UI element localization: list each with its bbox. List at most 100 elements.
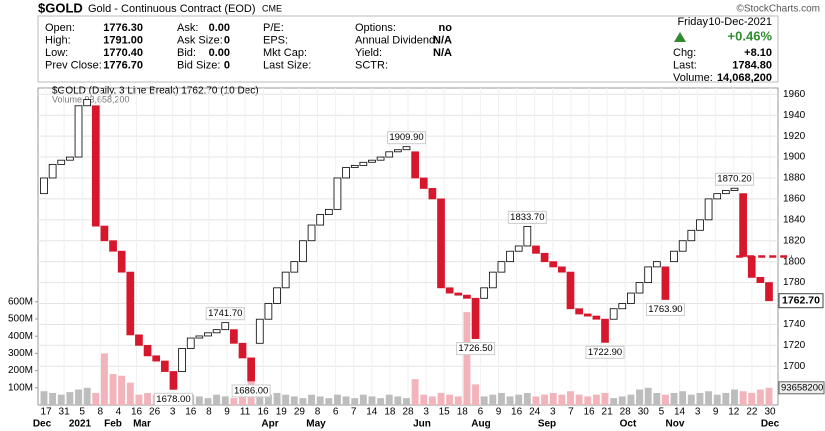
- volume-bar: [75, 389, 82, 405]
- x-tick-label: 30: [638, 407, 650, 418]
- volume-bar: [334, 394, 341, 405]
- brick: [100, 225, 109, 242]
- brick: [678, 240, 687, 252]
- x-tick-label: 28: [402, 407, 414, 418]
- volume-bar: [627, 394, 635, 405]
- brick: [696, 219, 704, 231]
- x-tick-label: 6: [478, 407, 484, 418]
- volume-bar: [213, 394, 221, 405]
- quote-label: Last Size:: [263, 59, 311, 71]
- quote-box: [37, 15, 779, 83]
- annotation: 1678.00: [156, 394, 190, 405]
- volume-bar: [368, 396, 376, 405]
- brick: [644, 266, 653, 283]
- quote-value: +8.10: [744, 47, 772, 59]
- quote-label: High:: [45, 34, 71, 46]
- brick: [609, 308, 618, 320]
- volume-bar: [135, 394, 143, 405]
- y-tick-label: 1940: [783, 110, 806, 121]
- volume-bar: [126, 382, 134, 405]
- quote-label: SCTR:: [355, 59, 388, 71]
- exchange: CME: [262, 3, 282, 13]
- x-tick-label: 28: [620, 407, 632, 418]
- volume-bar: [100, 353, 108, 405]
- x-tick-label: 3: [170, 407, 176, 418]
- volume-bar: [731, 389, 738, 405]
- legend: $GOLD (Daily, 3 Line Break) 1762.70 (10 …: [52, 86, 259, 97]
- x-tick-label: 14: [674, 407, 686, 418]
- brick: [730, 187, 739, 191]
- brick: [627, 292, 635, 304]
- brick: [109, 240, 117, 252]
- volume-bar: [264, 394, 272, 405]
- last-price: 1762.70: [782, 294, 820, 306]
- volume-bar: [739, 391, 747, 405]
- volume-tick-label: 400M: [8, 331, 33, 342]
- quote-label: Ask Size:: [177, 34, 223, 46]
- brick: [160, 360, 169, 372]
- symbol: $GOLD: [38, 0, 83, 15]
- volume-bar: [558, 394, 566, 405]
- volume-bar: [532, 396, 540, 405]
- x-month-label: Oct: [620, 419, 637, 430]
- y-tick-label: 1820: [783, 235, 806, 246]
- brick: [428, 188, 437, 200]
- x-tick-label: 8: [206, 407, 212, 418]
- brick: [463, 294, 471, 299]
- quote-value: N/A: [433, 47, 452, 59]
- volume-bar: [403, 398, 410, 405]
- brick: [230, 329, 238, 344]
- x-tick-label: 15: [439, 407, 451, 418]
- brick: [635, 282, 644, 294]
- quote-value: 0: [224, 34, 230, 46]
- brick: [264, 303, 273, 320]
- quote-value: 0: [224, 59, 230, 71]
- quote-label: Yield:: [355, 47, 382, 59]
- volume-last-box: [778, 381, 825, 395]
- quote-label: Last:: [673, 59, 697, 71]
- brick: [670, 250, 678, 263]
- volume-bar: [472, 384, 479, 405]
- brick: [514, 245, 523, 252]
- brick: [299, 240, 307, 263]
- brick: [316, 214, 325, 226]
- volume-bar: [601, 392, 609, 405]
- brick: [506, 250, 514, 263]
- brick: [419, 177, 428, 189]
- annotation-box: [585, 345, 625, 359]
- volume-bar: [239, 394, 246, 405]
- brick: [402, 146, 411, 151]
- x-tick-label: 29: [294, 407, 306, 418]
- quote-label: Mkt Cap:: [263, 47, 307, 59]
- quote-label: Bid Size:: [177, 59, 220, 71]
- brick: [558, 266, 566, 273]
- volume-bar: [567, 391, 574, 405]
- quote-label: Low:: [45, 47, 68, 59]
- x-tick-label: 11: [240, 407, 251, 418]
- annotation: 1833.70: [510, 212, 544, 223]
- brick: [281, 271, 290, 289]
- quote-value: 1776.70: [103, 59, 143, 71]
- brick: [566, 271, 575, 310]
- volume-bar: [325, 398, 333, 405]
- volume-bar: [618, 396, 626, 405]
- x-tick-label: 31: [59, 407, 71, 418]
- x-month-label: Apr: [261, 419, 278, 430]
- x-tick-label: 9: [224, 407, 230, 418]
- volume-bar: [351, 398, 359, 405]
- brick: [765, 282, 773, 302]
- volume-bar: [610, 398, 618, 405]
- y-tick-label: 1840: [783, 214, 806, 225]
- x-month-label: Nov: [666, 419, 685, 430]
- brick: [247, 357, 255, 382]
- annotation-box: [387, 131, 426, 145]
- x-tick-label: 8: [315, 407, 321, 418]
- y-tick-label: 1960: [783, 89, 806, 100]
- brick: [221, 322, 230, 331]
- volume-tick-label: 300M: [8, 348, 33, 359]
- volume-bar: [92, 392, 100, 405]
- volume-bar: [696, 392, 704, 405]
- x-tick-label: 6: [333, 407, 339, 418]
- brick: [385, 151, 394, 158]
